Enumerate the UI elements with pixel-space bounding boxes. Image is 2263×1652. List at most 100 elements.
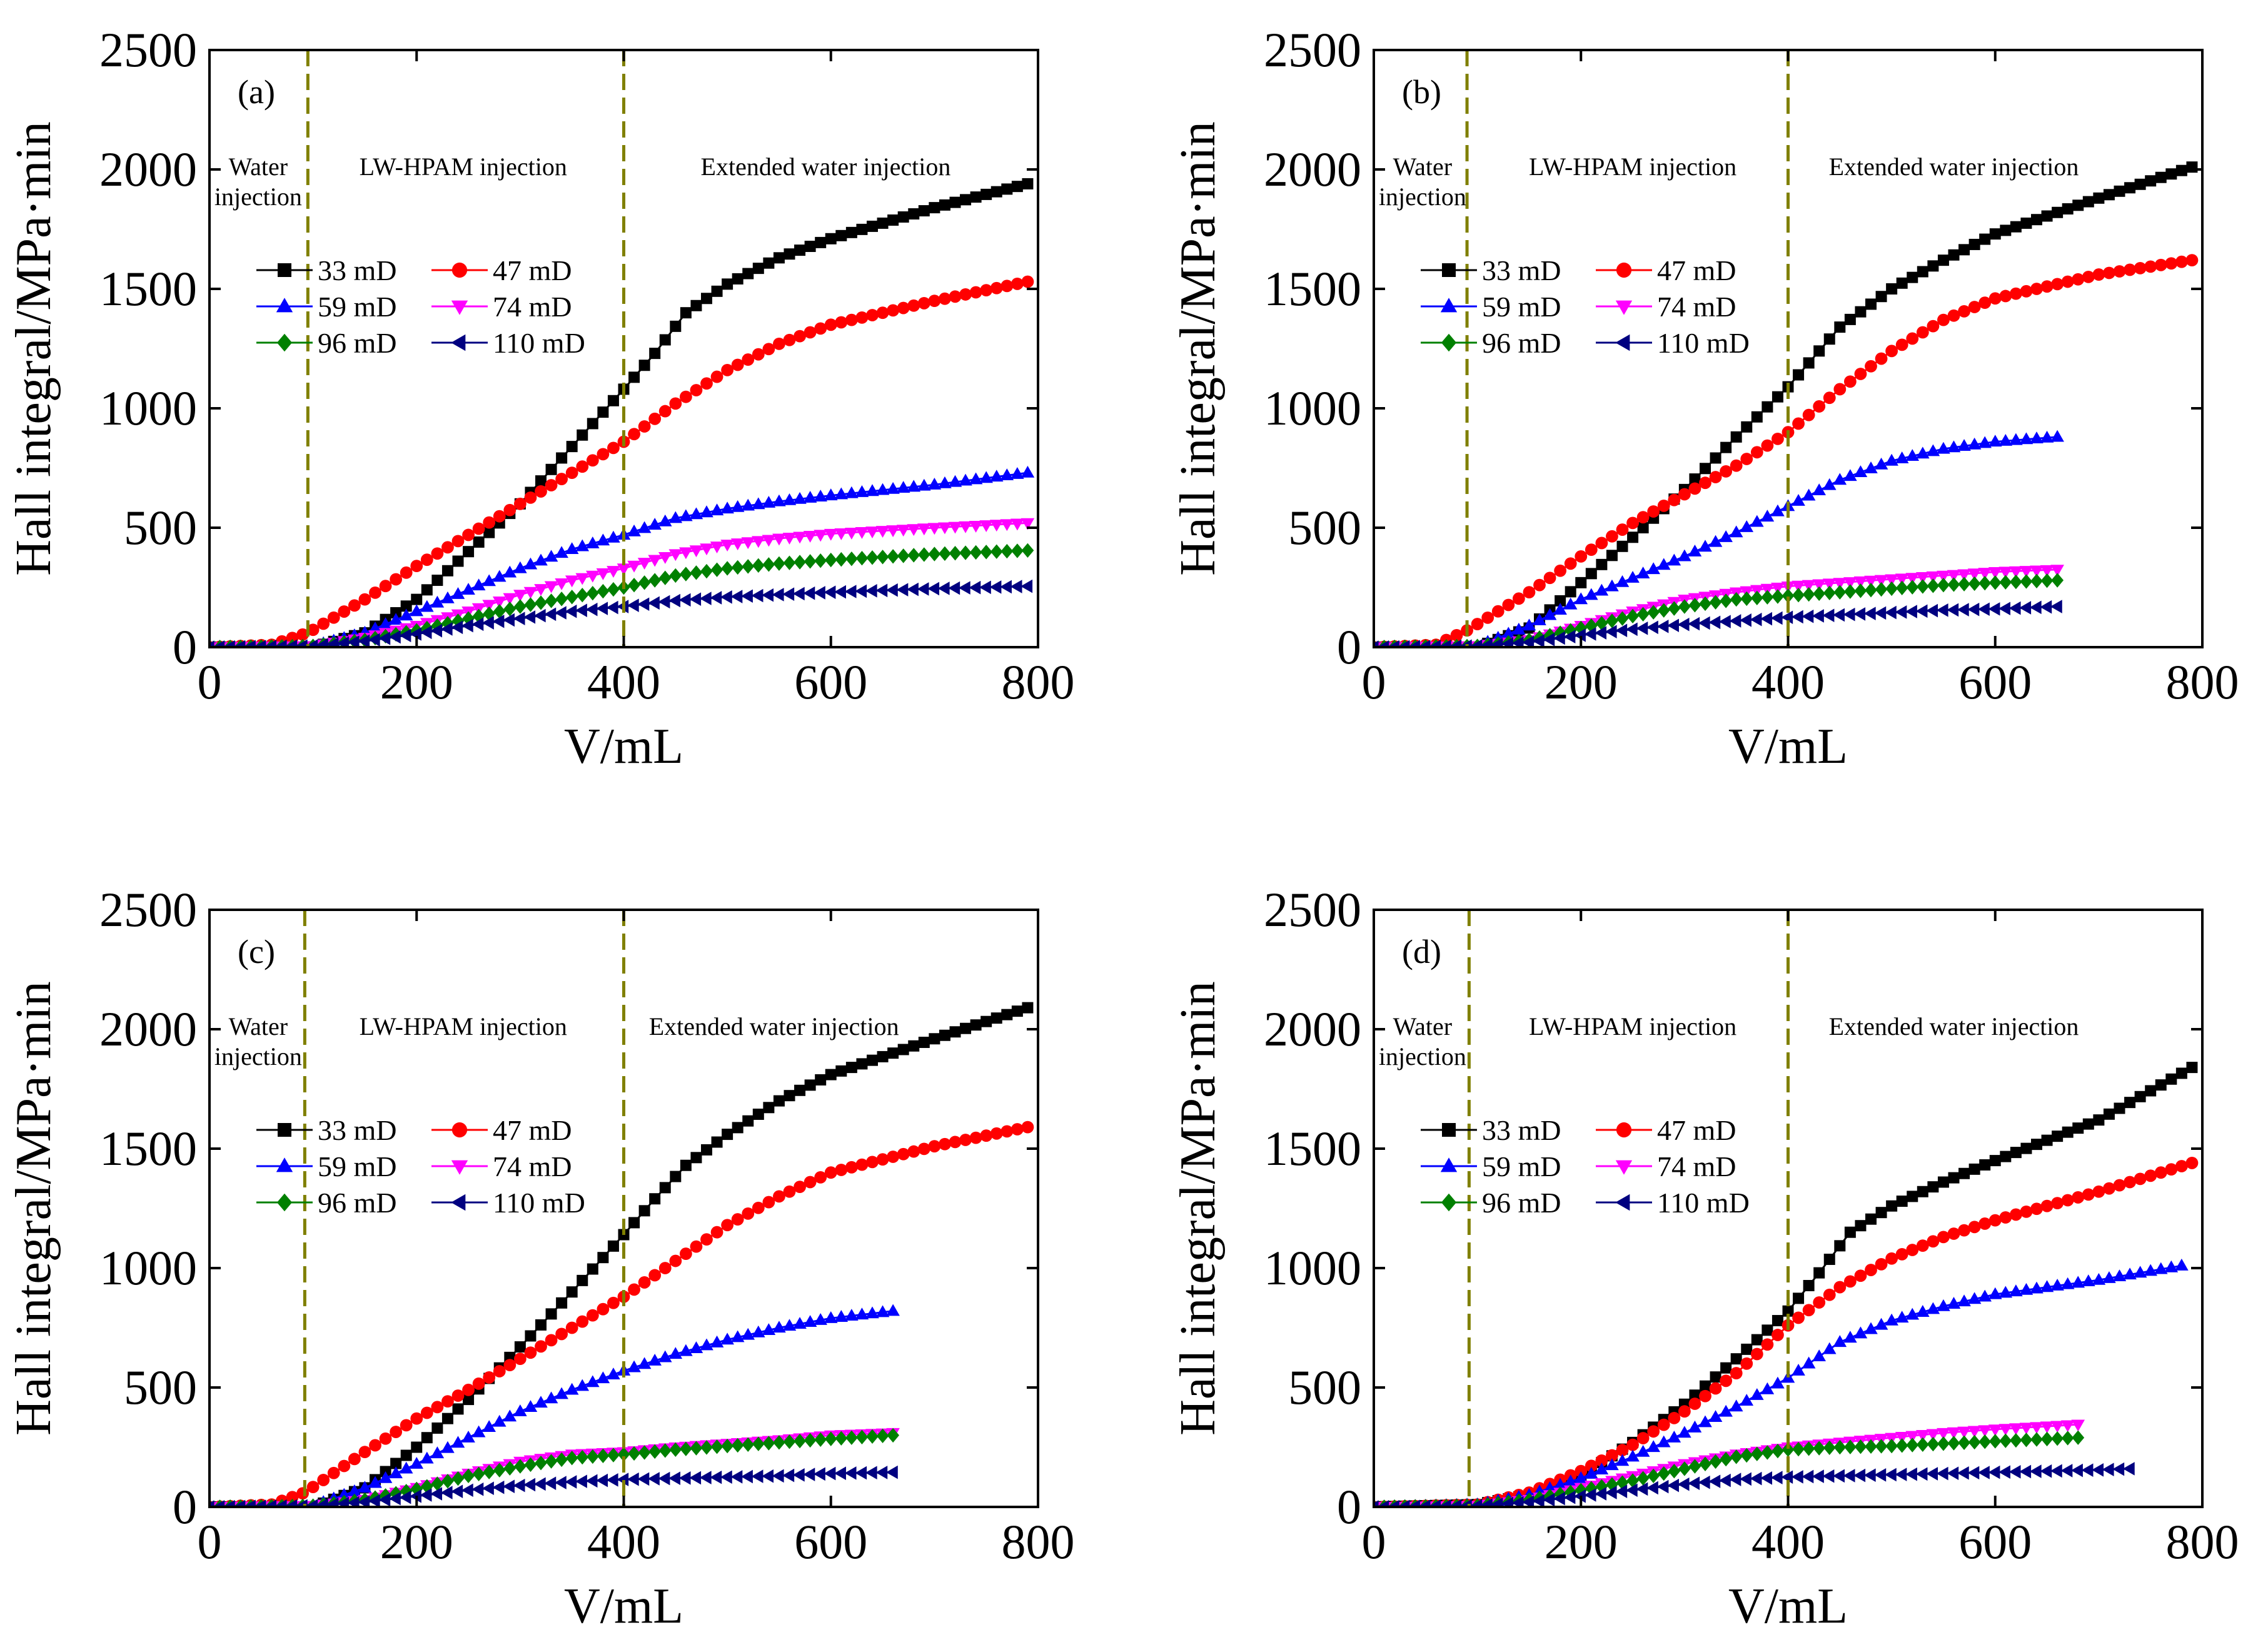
data-point	[597, 583, 610, 599]
data-point	[1647, 1468, 1660, 1484]
data-point	[2052, 1131, 2064, 1142]
data-point	[1626, 608, 1639, 624]
data-point	[326, 1497, 339, 1507]
data-point	[523, 1478, 536, 1492]
data-point	[763, 257, 775, 269]
data-point	[855, 551, 869, 566]
data-point	[513, 497, 527, 510]
data-point	[1885, 1313, 1898, 1326]
data-point	[1605, 1458, 1619, 1471]
data-point	[368, 1494, 380, 1507]
data-point	[545, 1454, 558, 1469]
data-point	[2040, 1464, 2052, 1478]
data-point	[1760, 510, 1775, 522]
data-point	[587, 1263, 598, 1275]
data-point	[980, 1015, 992, 1027]
data-point	[731, 1213, 744, 1226]
data-point	[885, 583, 898, 597]
data-point	[1915, 604, 1928, 618]
data-point	[700, 1233, 713, 1246]
data-point	[2051, 278, 2064, 291]
data-point	[824, 318, 837, 331]
data-point	[1998, 602, 2010, 616]
data-point	[1740, 1357, 1753, 1370]
data-point	[337, 1496, 349, 1507]
data-point	[503, 1359, 517, 1371]
y-tick-label: 2500	[99, 23, 197, 77]
data-point	[1729, 1473, 1741, 1486]
data-point	[1626, 516, 1639, 530]
data-point	[658, 1262, 672, 1274]
data-point	[865, 484, 879, 496]
data-point	[845, 313, 858, 326]
data-point	[1000, 280, 1014, 293]
data-point	[378, 1471, 393, 1483]
legend-marker	[451, 1160, 468, 1175]
data-point	[875, 583, 888, 598]
data-point	[1585, 1459, 1598, 1473]
data-point	[752, 1201, 765, 1214]
data-point	[1491, 1497, 1503, 1507]
data-point	[244, 1499, 256, 1507]
data-point	[1947, 1427, 1961, 1439]
data-point	[586, 1449, 599, 1464]
data-point	[2050, 1464, 2062, 1478]
data-point	[1750, 1471, 1762, 1486]
data-point	[722, 1129, 733, 1141]
data-point	[1563, 630, 1576, 643]
data-point	[2030, 1281, 2044, 1294]
data-point	[535, 475, 547, 487]
data-point	[689, 507, 703, 520]
data-point	[1978, 568, 1992, 580]
data-point	[1978, 575, 1992, 591]
data-point	[1782, 1442, 1795, 1458]
data-point	[834, 585, 846, 599]
data-point	[1605, 579, 1619, 592]
data-point	[1575, 1464, 1588, 1478]
data-point	[420, 1451, 434, 1464]
data-point	[1429, 640, 1441, 647]
data-point	[306, 623, 320, 637]
y-tick-label: 1000	[99, 1241, 197, 1295]
data-point	[814, 322, 827, 335]
data-point	[1418, 1499, 1431, 1507]
data-point	[2030, 1202, 2043, 1216]
data-point	[710, 1335, 724, 1347]
data-point	[513, 1478, 525, 1493]
data-point	[1926, 603, 1938, 618]
data-point	[1896, 1196, 1908, 1207]
data-point	[2145, 1085, 2157, 1097]
data-point	[399, 1490, 411, 1504]
data-point	[2020, 1205, 2033, 1218]
data-point	[741, 537, 755, 550]
data-point	[867, 220, 878, 232]
y-tick-label: 500	[124, 500, 197, 555]
y-tick-label: 2000	[99, 142, 197, 196]
data-point	[1636, 622, 1648, 635]
data-point	[949, 196, 961, 208]
data-point	[668, 549, 683, 562]
data-point	[347, 1496, 360, 1507]
data-point	[1605, 625, 1617, 638]
data-point	[1740, 613, 1751, 627]
series-59-md	[1374, 430, 2064, 647]
data-point	[628, 577, 640, 593]
legend-marker	[1440, 298, 1458, 313]
data-point	[1917, 266, 1928, 278]
series-line	[209, 1007, 1028, 1507]
data-point	[513, 1352, 527, 1366]
data-point	[411, 593, 423, 605]
data-point	[668, 511, 683, 523]
data-point	[337, 636, 349, 647]
data-point	[834, 1310, 849, 1322]
data-point	[1772, 1443, 1784, 1459]
data-point	[690, 300, 702, 311]
data-point	[399, 608, 413, 621]
data-point	[607, 530, 620, 543]
data-point	[917, 523, 931, 536]
data-point	[1875, 1207, 1887, 1219]
data-point	[1625, 1483, 1638, 1498]
data-point	[2154, 1262, 2168, 1274]
data-point	[1905, 1467, 1917, 1481]
data-point	[1823, 391, 1836, 405]
